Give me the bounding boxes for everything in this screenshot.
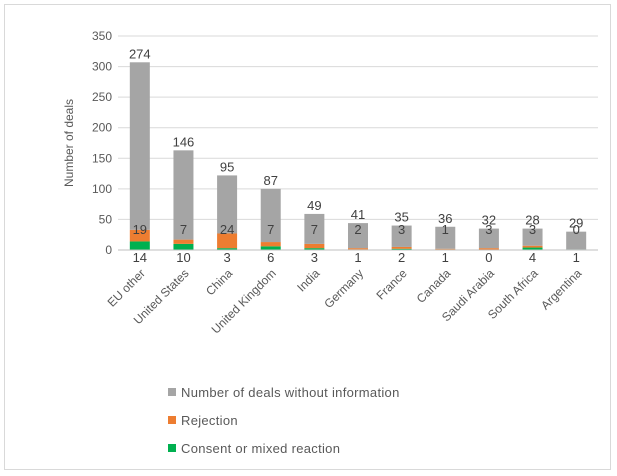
data-label-consent: 3	[223, 250, 230, 265]
x-category-label: Germany	[321, 266, 366, 311]
data-label-no-information: 41	[351, 207, 365, 222]
bar-consent	[391, 248, 412, 250]
bar-no-information	[304, 213, 325, 244]
data-label-no-information: 36	[438, 211, 452, 226]
bar-no-information	[522, 228, 543, 246]
legend-swatch-consent	[168, 444, 176, 452]
y-tick-label: 0	[105, 243, 112, 257]
legend-label-no-information: Number of deals without information	[181, 384, 400, 400]
data-label-rejection: 7	[180, 222, 187, 237]
bar-consent	[217, 248, 238, 250]
bar-rejection	[304, 243, 325, 249]
data-label-consent: 4	[529, 250, 536, 265]
x-category-label: Canada	[414, 266, 454, 306]
bar-no-information	[348, 223, 368, 249]
y-tick-label: 50	[99, 212, 113, 226]
data-label-consent: 0	[485, 250, 492, 265]
legend-swatch-rejection	[168, 416, 176, 424]
bar-consent	[129, 241, 150, 250]
y-tick-label: 250	[92, 90, 112, 104]
bar-no-information	[260, 188, 281, 243]
y-axis-title: Number of deals	[62, 99, 76, 187]
bar-consent	[522, 247, 543, 250]
y-tick-label: 350	[92, 29, 112, 43]
x-category-label: France	[373, 266, 410, 303]
x-category-label: India	[294, 266, 323, 295]
x-category-label: China	[203, 266, 235, 298]
bar-rejection	[129, 229, 150, 242]
x-category-label: Argentina	[538, 266, 584, 312]
y-tick-label: 100	[92, 182, 112, 196]
legend-label-consent: Consent or mixed reaction	[181, 440, 341, 456]
data-label-consent: 14	[133, 250, 147, 265]
data-label-rejection: 3	[398, 222, 405, 237]
bar-no-information	[129, 62, 150, 230]
data-label-no-information: 28	[525, 213, 539, 228]
data-label-no-information: 35	[394, 210, 408, 225]
data-label-consent: 3	[311, 250, 318, 265]
bar-rejection	[217, 233, 238, 249]
bar-no-information	[435, 226, 456, 249]
y-tick-label: 300	[92, 60, 112, 74]
legend-swatch-no-information	[168, 388, 176, 396]
data-label-no-information: 29	[569, 216, 583, 231]
data-label-no-information: 87	[263, 173, 277, 188]
data-label-consent: 1	[573, 250, 580, 265]
bar-rejection	[348, 248, 368, 250]
data-label-rejection: 1	[442, 222, 449, 237]
legend-item-consent: Consent or mixed reaction	[168, 438, 400, 458]
data-label-no-information: 32	[482, 213, 496, 228]
bar-rejection	[435, 248, 456, 250]
bar-rejection	[391, 246, 412, 249]
data-label-rejection: 0	[573, 222, 580, 237]
data-label-rejection: 7	[311, 222, 318, 237]
bar-no-information	[217, 175, 238, 234]
data-label-no-information: 95	[220, 159, 234, 174]
bar-rejection	[478, 248, 499, 250]
bar-no-information	[391, 225, 412, 247]
y-tick-label: 150	[92, 151, 112, 165]
bar-no-information	[566, 231, 587, 250]
bar-consent	[260, 246, 281, 250]
data-label-no-information: 49	[307, 198, 321, 213]
bar-rejection	[522, 245, 543, 248]
bar-consent	[173, 243, 194, 250]
bar-no-information	[173, 150, 194, 240]
bar-consent	[304, 248, 325, 250]
legend-item-no-information: Number of deals without information	[168, 382, 400, 402]
data-label-no-information: 274	[129, 46, 151, 61]
data-label-consent: 6	[267, 250, 274, 265]
data-label-rejection: 2	[354, 222, 361, 237]
data-label-rejection: 3	[529, 222, 536, 237]
data-label-rejection: 3	[485, 222, 492, 237]
data-label-consent: 1	[442, 250, 449, 265]
legend-item-rejection: Rejection	[168, 410, 400, 430]
data-label-rejection: 24	[220, 222, 234, 237]
bar-no-information	[478, 228, 499, 249]
legend: Number of deals without information Reje…	[168, 382, 400, 466]
bar-rejection	[173, 239, 194, 244]
data-label-no-information: 146	[173, 134, 195, 149]
data-label-consent: 10	[176, 250, 190, 265]
x-category-label: EU other	[105, 266, 148, 309]
data-label-rejection: 19	[133, 222, 147, 237]
data-label-consent: 2	[398, 250, 405, 265]
data-label-rejection: 7	[267, 222, 274, 237]
y-tick-label: 200	[92, 121, 112, 135]
bar-rejection	[260, 242, 281, 247]
legend-label-rejection: Rejection	[181, 412, 238, 428]
data-label-consent: 1	[354, 250, 361, 265]
